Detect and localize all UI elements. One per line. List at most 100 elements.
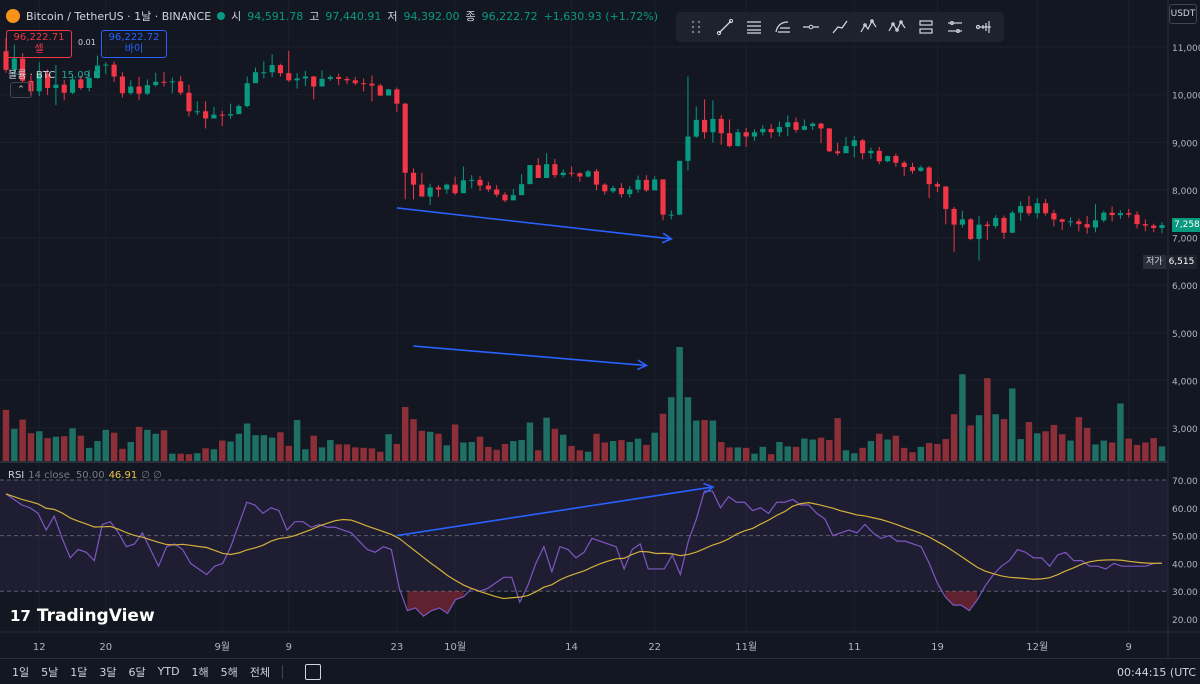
date-range-icon[interactable] [944, 16, 966, 38]
tf-all[interactable]: 전체 [249, 665, 271, 679]
volume-legend[interactable]: 볼륨 · BTC 15.09 K [8, 66, 100, 81]
dots-grid-icon[interactable] [685, 16, 707, 38]
tf-5d[interactable]: 5날 [41, 665, 59, 679]
candle [926, 166, 932, 198]
candle-body [851, 140, 857, 147]
volume-bar [485, 446, 492, 461]
candle-body [1009, 212, 1015, 233]
tf-5y[interactable]: 5해 [220, 665, 238, 679]
candle-body [901, 162, 907, 168]
candle-body [128, 86, 134, 94]
candle [36, 62, 42, 97]
fib-icon[interactable] [772, 16, 794, 38]
volume-bar [77, 435, 85, 461]
tf-1m[interactable]: 1달 [70, 665, 88, 679]
ruler-icon[interactable] [973, 16, 995, 38]
volume-value: 15.09 K [61, 70, 100, 81]
candle-body [203, 111, 209, 119]
candle-body [543, 164, 550, 178]
volume-bar [626, 442, 633, 461]
time-tick-label: 9 [1126, 642, 1132, 653]
time-tick-label: 10월 [444, 641, 466, 653]
trend-line-icon[interactable] [714, 16, 736, 38]
candle-body [178, 81, 184, 93]
candle [435, 185, 442, 198]
candle [86, 69, 92, 92]
volume-bar [85, 447, 93, 461]
candle [602, 183, 608, 195]
candle [261, 61, 267, 79]
candle [369, 75, 375, 102]
volume-bar [277, 432, 284, 461]
candle-body [20, 58, 26, 81]
path-icon[interactable] [829, 16, 851, 38]
volume-bar [826, 440, 833, 461]
calendar-icon[interactable] [305, 663, 322, 680]
candle [1018, 201, 1024, 221]
candle [502, 192, 508, 203]
candle-body [11, 58, 17, 70]
candle [219, 110, 225, 127]
time-tick-label: 20 [99, 642, 112, 653]
volume-bar [27, 433, 35, 461]
volume-bar [792, 446, 800, 461]
low-price-tag: 저가 6,515 [1143, 255, 1198, 269]
volume-bar [1034, 433, 1041, 461]
tf-6m[interactable]: 6달 [128, 665, 146, 679]
candle [385, 88, 392, 96]
candle [1051, 209, 1057, 227]
volume-bar [684, 397, 692, 461]
tf-3m[interactable]: 3달 [99, 665, 117, 679]
candle [627, 186, 633, 198]
low-value: 94,392.00 [403, 9, 460, 23]
elliott-wave-icon[interactable] [858, 16, 880, 38]
candle-body [893, 156, 899, 163]
open-label: 시 [231, 10, 242, 23]
chevron-up-icon[interactable]: ⌃ [10, 82, 32, 98]
volume-bar [634, 438, 642, 461]
volume-bar [260, 435, 268, 461]
rsi-ma: 50.00 [75, 470, 105, 481]
tf-ytd[interactable]: YTD [157, 665, 180, 678]
sell-price: 96,222.71 [13, 32, 65, 43]
candle-body [327, 77, 333, 79]
candle-body [45, 73, 51, 88]
horizontal-ray-icon[interactable] [800, 16, 822, 38]
buy-button[interactable]: 96,222.72 바이 [101, 30, 167, 58]
volume-bar [1067, 440, 1074, 461]
volume-divergence-arrow [413, 345, 649, 371]
candle-body [1151, 225, 1157, 228]
long-position-icon[interactable] [915, 16, 937, 38]
tradingview-logo[interactable]: 17 TradingView [10, 606, 155, 626]
tf-1y[interactable]: 1해 [191, 665, 209, 679]
volume-bar [493, 449, 500, 461]
rsi-legend[interactable]: RSI 14 close 50.00 46.91 ∅ ∅ [8, 470, 162, 481]
candle [344, 76, 350, 85]
candle-body [153, 81, 159, 86]
candle [959, 210, 965, 228]
candle-body [610, 187, 616, 192]
rsi-label: RSI [8, 470, 25, 481]
candle-body [36, 73, 42, 92]
clock[interactable]: 00:44:15 (UTC [1117, 666, 1196, 679]
volume-bar [418, 430, 426, 461]
candle [236, 104, 242, 115]
candle-body [751, 132, 758, 137]
sell-button[interactable]: 96,222.71 셀 [6, 30, 72, 58]
candle [144, 79, 150, 96]
volume-bar [676, 347, 683, 461]
horizontal-lines-icon[interactable] [743, 16, 765, 38]
symbol-title[interactable]: Bitcoin / TetherUS · 1날 · BINANCE [26, 10, 212, 23]
volume-bar [252, 435, 259, 461]
tf-1d[interactable]: 1일 [12, 665, 30, 679]
candle-body [419, 184, 425, 197]
candle-body [460, 180, 466, 194]
currency-selector[interactable]: USDT [1169, 4, 1197, 24]
volume-bar [784, 446, 791, 461]
candle-body [352, 80, 358, 84]
xabcd-icon[interactable] [886, 16, 908, 38]
candle [901, 160, 907, 177]
volume-bar [693, 420, 700, 461]
candle-body [1101, 212, 1107, 221]
